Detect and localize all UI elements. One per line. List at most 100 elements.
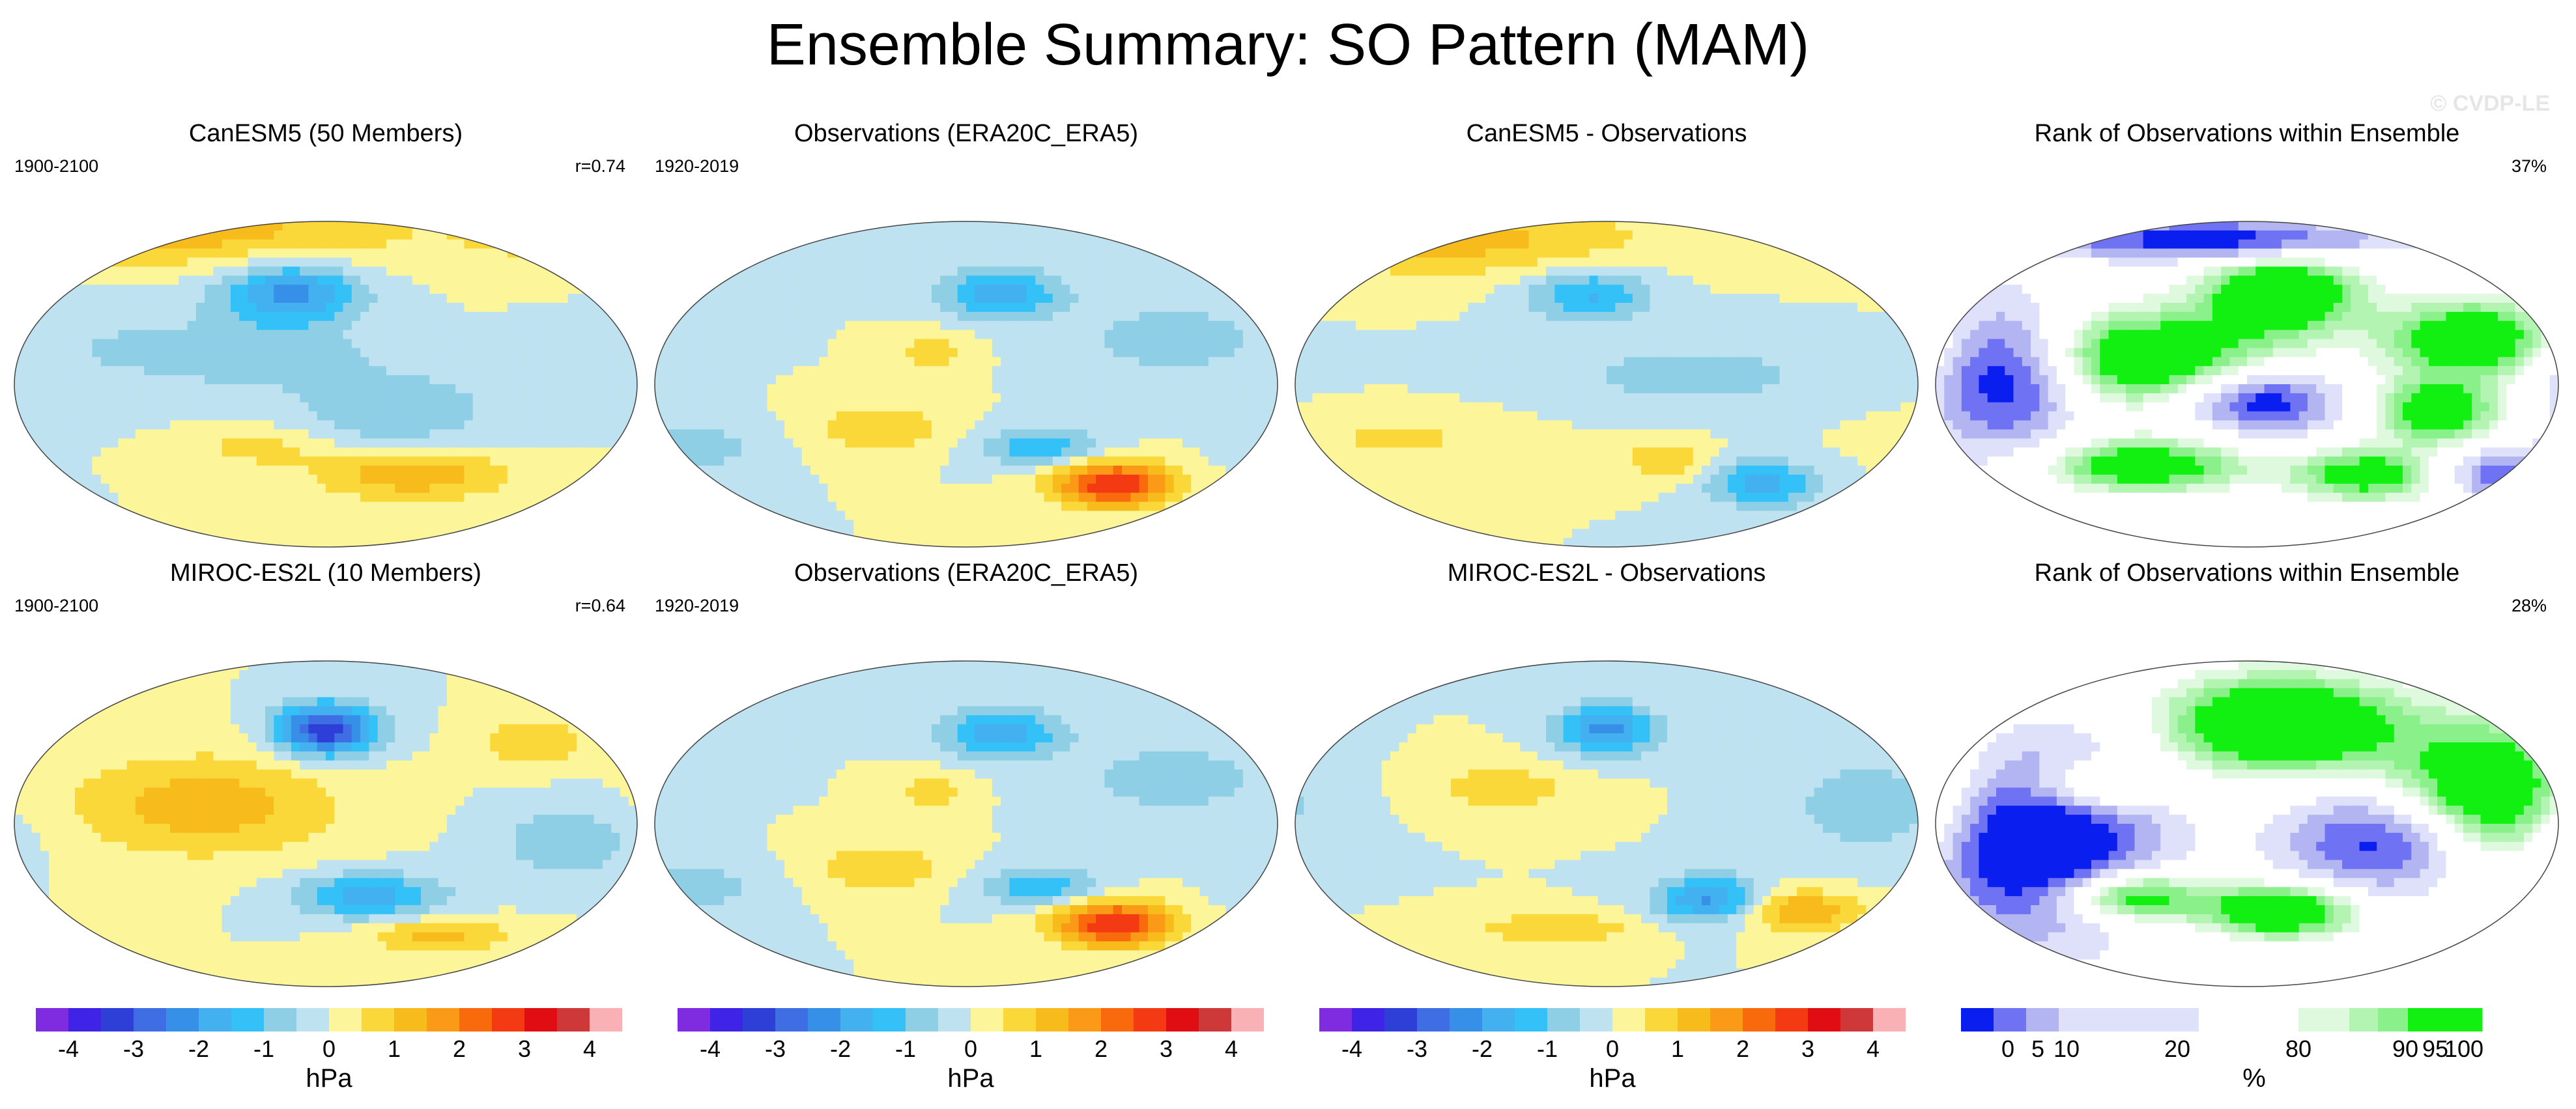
field-cell xyxy=(274,257,283,268)
field-cell xyxy=(827,483,837,494)
field-cell xyxy=(949,402,958,412)
field-cell xyxy=(1165,311,1175,322)
field-cell xyxy=(282,511,292,520)
field-cell xyxy=(906,393,915,403)
field-cell xyxy=(1070,438,1080,448)
field-cell xyxy=(1242,466,1252,475)
field-cell xyxy=(222,420,231,430)
field-cell xyxy=(663,285,673,294)
field-cell xyxy=(680,474,690,484)
field-cell xyxy=(1165,330,1175,340)
field-cell xyxy=(577,483,586,494)
field-cell xyxy=(620,402,629,412)
field-cell xyxy=(888,492,898,503)
field-cell xyxy=(1173,420,1183,430)
field-cell xyxy=(14,357,23,367)
field-cell xyxy=(274,402,283,412)
field-cell xyxy=(1130,311,1140,322)
field-cell xyxy=(793,429,803,439)
field-cell xyxy=(541,501,551,512)
field-cell xyxy=(706,456,716,466)
field-cell xyxy=(567,357,577,367)
field-cell xyxy=(551,402,560,412)
field-cell xyxy=(1018,339,1027,349)
field-cell xyxy=(66,447,76,457)
field-cell xyxy=(195,393,205,403)
field-cell xyxy=(222,275,231,285)
field-cell xyxy=(775,474,785,484)
field-cell xyxy=(1078,492,1088,503)
field-cell xyxy=(446,239,456,249)
field-cell xyxy=(983,456,993,466)
field-cell xyxy=(248,266,257,276)
field-cell xyxy=(170,257,179,268)
field-cell xyxy=(239,393,249,403)
field-cell xyxy=(896,511,906,520)
field-cell xyxy=(377,456,387,466)
field-cell xyxy=(170,402,179,412)
field-cell xyxy=(1070,429,1080,439)
field-cell xyxy=(49,520,58,529)
field-cell xyxy=(1061,320,1070,331)
field-cell xyxy=(464,375,474,385)
field-cell xyxy=(239,411,249,421)
field-cell xyxy=(1252,303,1261,313)
field-cell xyxy=(853,303,863,313)
field-cell xyxy=(983,239,993,249)
field-cell xyxy=(377,511,387,520)
field-cell xyxy=(1268,447,1278,457)
field-cell xyxy=(1061,257,1070,268)
field-cell xyxy=(126,402,136,412)
field-cell xyxy=(524,311,534,322)
field-cell xyxy=(429,393,439,403)
field-cell xyxy=(498,384,508,394)
field-cell xyxy=(594,492,603,503)
field-cell xyxy=(187,501,197,512)
field-cell xyxy=(715,420,724,430)
field-cell xyxy=(862,257,872,268)
field-cell xyxy=(1044,266,1053,276)
field-cell xyxy=(222,492,231,503)
field-cell xyxy=(793,474,803,484)
field-cell xyxy=(1018,402,1027,412)
field-cell xyxy=(836,384,846,394)
field-cell xyxy=(386,492,395,503)
field-cell xyxy=(870,375,880,385)
field-cell xyxy=(689,384,698,394)
field-cell xyxy=(109,447,119,457)
field-cell xyxy=(291,474,300,484)
field-cell xyxy=(429,520,439,529)
field-cell xyxy=(628,248,637,259)
field-cell xyxy=(507,402,517,412)
field-cell xyxy=(862,285,872,294)
field-cell xyxy=(377,483,387,494)
field-cell xyxy=(291,393,300,403)
field-cell xyxy=(957,221,967,231)
field-cell xyxy=(1208,311,1218,322)
field-cell xyxy=(957,501,967,512)
field-cell xyxy=(403,466,413,475)
field-cell xyxy=(326,248,335,259)
field-cell xyxy=(628,330,637,340)
field-cell xyxy=(724,339,734,349)
field-cell xyxy=(455,402,465,412)
field-cell xyxy=(957,357,967,367)
field-cell xyxy=(1252,339,1261,349)
field-cell xyxy=(680,257,690,268)
field-cell xyxy=(74,447,84,457)
field-cell xyxy=(801,303,811,313)
field-cell xyxy=(577,538,586,547)
field-cell xyxy=(23,511,33,520)
field-cell xyxy=(516,438,525,448)
field-cell xyxy=(533,538,543,547)
field-cell xyxy=(403,320,413,331)
field-cell xyxy=(1130,320,1140,331)
field-cell xyxy=(1139,456,1149,466)
field-cell xyxy=(230,294,240,303)
field-cell xyxy=(360,348,369,358)
field-cell xyxy=(888,294,898,303)
field-cell xyxy=(421,393,430,403)
field-cell xyxy=(1104,375,1114,385)
field-cell xyxy=(274,411,283,421)
field-cell xyxy=(213,429,223,439)
